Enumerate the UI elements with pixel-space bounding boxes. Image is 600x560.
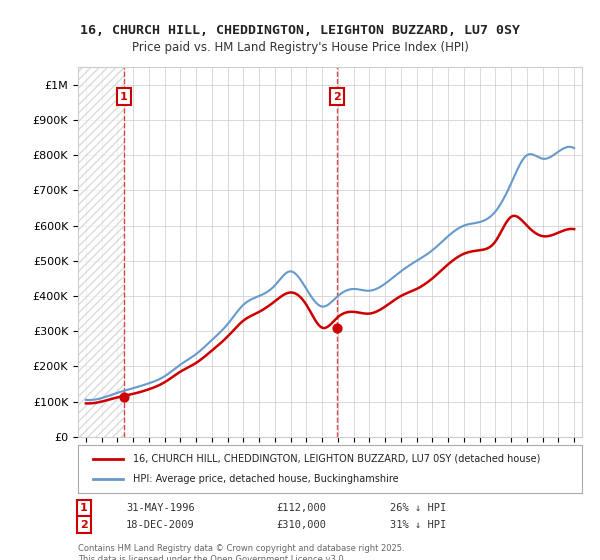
Text: 26% ↓ HPI: 26% ↓ HPI: [390, 503, 446, 513]
Point: [332, 323, 342, 332]
Text: 31% ↓ HPI: 31% ↓ HPI: [390, 520, 446, 530]
Text: 16, CHURCH HILL, CHEDDINGTON, LEIGHTON BUZZARD, LU7 0SY: 16, CHURCH HILL, CHEDDINGTON, LEIGHTON B…: [80, 24, 520, 38]
Text: 1: 1: [80, 503, 88, 513]
Bar: [78, 67, 124, 437]
Text: £310,000: £310,000: [276, 520, 326, 530]
Text: 18-DEC-2009: 18-DEC-2009: [126, 520, 195, 530]
Text: £112,000: £112,000: [276, 503, 326, 513]
Text: 2: 2: [334, 92, 341, 102]
Text: 31-MAY-1996: 31-MAY-1996: [126, 503, 195, 513]
Text: 1: 1: [120, 92, 128, 102]
Text: 16, CHURCH HILL, CHEDDINGTON, LEIGHTON BUZZARD, LU7 0SY (detached house): 16, CHURCH HILL, CHEDDINGTON, LEIGHTON B…: [133, 454, 541, 464]
Text: Contains HM Land Registry data © Crown copyright and database right 2025.
This d: Contains HM Land Registry data © Crown c…: [78, 544, 404, 560]
Text: Price paid vs. HM Land Registry's House Price Index (HPI): Price paid vs. HM Land Registry's House …: [131, 41, 469, 54]
Text: 2: 2: [80, 520, 88, 530]
Point: [119, 393, 129, 402]
Text: HPI: Average price, detached house, Buckinghamshire: HPI: Average price, detached house, Buck…: [133, 474, 399, 484]
